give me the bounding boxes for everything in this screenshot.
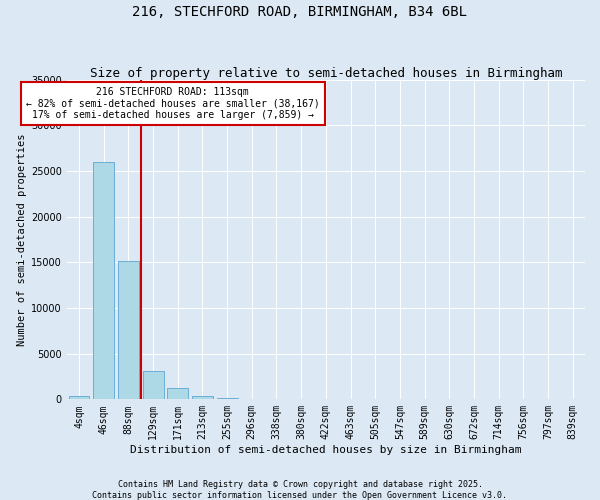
Title: Size of property relative to semi-detached houses in Birmingham: Size of property relative to semi-detach… [89,66,562,80]
Y-axis label: Number of semi-detached properties: Number of semi-detached properties [17,133,27,346]
Text: 216, STECHFORD ROAD, BIRMINGHAM, B34 6BL: 216, STECHFORD ROAD, BIRMINGHAM, B34 6BL [133,5,467,19]
Bar [192,396,213,400]
Bar [167,388,188,400]
Bar [118,262,139,400]
Bar [143,371,164,400]
Bar [68,396,89,400]
Text: Contains HM Land Registry data © Crown copyright and database right 2025.
Contai: Contains HM Land Registry data © Crown c… [92,480,508,500]
Bar [217,398,238,400]
Text: 216 STECHFORD ROAD: 113sqm
← 82% of semi-detached houses are smaller (38,167)
17: 216 STECHFORD ROAD: 113sqm ← 82% of semi… [26,87,320,120]
Bar [93,162,114,400]
X-axis label: Distribution of semi-detached houses by size in Birmingham: Distribution of semi-detached houses by … [130,445,521,455]
